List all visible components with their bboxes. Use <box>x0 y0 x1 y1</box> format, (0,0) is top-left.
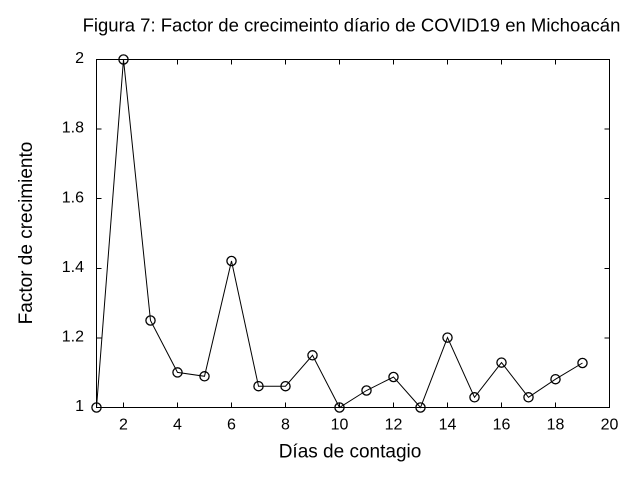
svg-text:6: 6 <box>227 417 236 434</box>
svg-text:18: 18 <box>547 417 565 434</box>
svg-text:16: 16 <box>493 417 511 434</box>
svg-text:20: 20 <box>601 417 619 434</box>
svg-text:2: 2 <box>119 417 128 434</box>
svg-text:1: 1 <box>75 398 84 415</box>
svg-text:Factor de crecimiento: Factor de crecimiento <box>16 142 37 325</box>
svg-text:1.4: 1.4 <box>62 259 84 276</box>
svg-text:1.8: 1.8 <box>62 120 84 137</box>
svg-text:8: 8 <box>281 417 290 434</box>
svg-text:1.6: 1.6 <box>62 189 84 206</box>
svg-text:12: 12 <box>385 417 403 434</box>
svg-text:4: 4 <box>173 417 182 434</box>
svg-text:1.2: 1.2 <box>62 329 84 346</box>
svg-text:Días de contagio: Días de contagio <box>279 441 422 462</box>
svg-text:Figura 7: Factor de crecimeint: Figura 7: Factor de crecimeinto díario d… <box>83 14 621 35</box>
svg-text:10: 10 <box>331 417 349 434</box>
svg-text:14: 14 <box>439 417 457 434</box>
svg-text:2: 2 <box>75 50 84 67</box>
